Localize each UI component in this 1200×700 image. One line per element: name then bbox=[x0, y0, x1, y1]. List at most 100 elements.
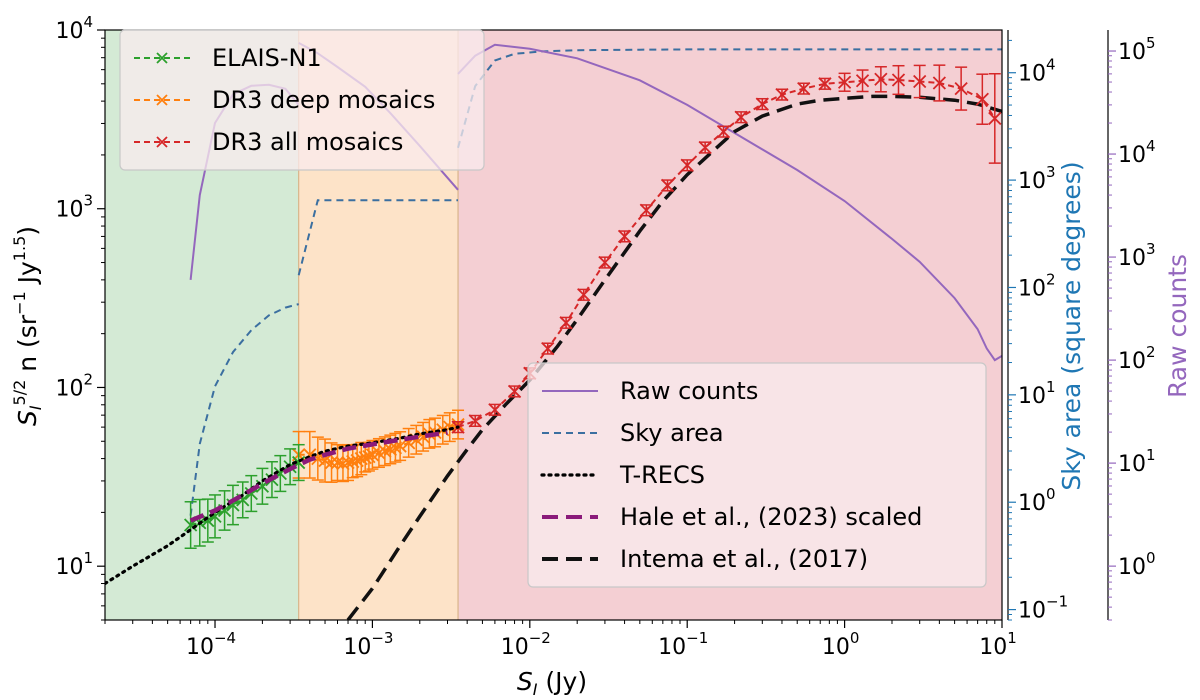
dr3-all-mosaics-point bbox=[716, 124, 731, 139]
y-axis-label: SI5/2 n (sr−1 Jy1.5) bbox=[10, 226, 45, 426]
dr3-deep-mosaics-point bbox=[330, 455, 345, 470]
legend-label: T-RECS bbox=[619, 461, 705, 489]
legend-label: DR3 deep mosaics bbox=[212, 86, 435, 114]
legend-entry-dr3-all-mosaics: DR3 all mosaics bbox=[134, 128, 403, 156]
series-dr3-all-mosaics bbox=[451, 64, 1002, 434]
dr3-all-mosaics-point bbox=[660, 178, 675, 193]
dr3-all-mosaics-point bbox=[639, 203, 653, 217]
y1-tick-label: 102 bbox=[55, 370, 93, 401]
y-axis-raw-counts: 100 101 102 103 104 105 bbox=[1107, 30, 1156, 621]
dr3-all-mosaics-point bbox=[617, 229, 632, 244]
y3-axis-label: Raw counts bbox=[1163, 254, 1192, 398]
legend-entry-intema-et-al-2017: Intema et al., (2017) bbox=[542, 545, 868, 573]
series-elais-n1 bbox=[183, 443, 306, 549]
x-axis-label: SI (Jy) bbox=[517, 667, 587, 699]
dr3-deep-mosaics-point bbox=[388, 441, 403, 455]
dr3-all-mosaics-point bbox=[577, 288, 591, 302]
y1-tick-label: 101 bbox=[55, 549, 93, 580]
sky-area-segment bbox=[457, 48, 1002, 149]
legend-label: DR3 all mosaics bbox=[212, 128, 403, 156]
legend-label: Hale et al., (2023) scaled bbox=[620, 503, 922, 531]
y3-tick-label: 102 bbox=[1118, 343, 1156, 374]
x-tick-label: 10−2 bbox=[501, 629, 551, 660]
legend-entry-sky-area: Sky area bbox=[542, 419, 724, 447]
y2-tick-label: 102 bbox=[1018, 270, 1056, 301]
dr3-deep-mosaics-point bbox=[354, 451, 368, 466]
series-dr3-deep-mosaics bbox=[292, 409, 465, 483]
dr3-deep-mosaics-point bbox=[358, 450, 372, 465]
x-tick-label: 10−1 bbox=[658, 629, 708, 660]
legend-label: Intema et al., (2017) bbox=[620, 545, 868, 573]
dr3-all-mosaics-point bbox=[797, 81, 811, 96]
x-tick-label: 100 bbox=[822, 629, 860, 660]
dr3-deep-mosaics-point bbox=[346, 454, 360, 469]
dr3-all-mosaics-point bbox=[988, 111, 1002, 126]
y3-tick-label: 104 bbox=[1118, 137, 1156, 168]
x-tick-label: 10−3 bbox=[343, 629, 393, 660]
dr3-all-mosaics-point bbox=[913, 74, 927, 89]
y-axis-left: 101 102 103 104 bbox=[55, 13, 105, 621]
dr3-all-mosaics-point bbox=[954, 81, 968, 96]
dr3-all-mosaics-point bbox=[932, 76, 947, 90]
dr3-all-mosaics-point bbox=[855, 74, 870, 88]
dr3-deep-mosaics-point bbox=[324, 455, 339, 470]
legend-label: ELAIS-N1 bbox=[212, 44, 322, 72]
x-tick-label: 101 bbox=[979, 629, 1017, 660]
dr3-all-mosaics-point bbox=[507, 384, 522, 399]
legend-entry-elais-n1: ELAIS-N1 bbox=[134, 44, 322, 72]
x-tick-label: 10−4 bbox=[186, 629, 236, 660]
hale-et-al-2023-scaled-line bbox=[189, 430, 448, 523]
legend-left: ELAIS-N1 DR3 deep mosaics DR3 all mosaics bbox=[119, 29, 485, 171]
series-intema-et-al-2017 bbox=[346, 94, 1002, 620]
dr3-all-mosaics-point bbox=[818, 77, 832, 91]
dr3-deep-mosaics-point bbox=[350, 453, 364, 468]
y2-axis-label: Sky area (square degrees) bbox=[1057, 161, 1086, 490]
dr3-all-mosaics-point bbox=[541, 341, 555, 356]
dr3-deep-mosaics-point bbox=[362, 450, 376, 464]
legend-marker bbox=[156, 136, 168, 148]
series-sky-area bbox=[189, 48, 1002, 516]
legend-label: Raw counts bbox=[620, 377, 758, 405]
dr3-all-mosaics-point bbox=[698, 140, 712, 155]
legend-right: Raw counts Sky area T-RECS Hale et al., (20… bbox=[527, 362, 987, 588]
legend-entry-dr3-deep-mosaics: DR3 deep mosaics bbox=[134, 86, 435, 114]
legend-marker bbox=[156, 94, 168, 106]
dr3-all-mosaics-point bbox=[874, 72, 888, 86]
sky-area-segment bbox=[297, 199, 458, 276]
y3-tick-label: 103 bbox=[1118, 240, 1156, 271]
y2-tick-label: 100 bbox=[1018, 485, 1056, 516]
legend-marker bbox=[156, 52, 168, 64]
y-axis-sky-area: 10−1 100 101 102 103 104 bbox=[1007, 30, 1068, 624]
y3-tick-label: 100 bbox=[1118, 549, 1156, 580]
dr3-all-mosaics-point bbox=[837, 75, 852, 89]
legend-entry-raw-counts: Raw counts bbox=[542, 377, 758, 405]
y3-tick-label: 105 bbox=[1118, 34, 1156, 65]
y1-tick-label: 103 bbox=[55, 192, 93, 223]
dr3-all-mosaics-point bbox=[891, 73, 906, 87]
y3-tick-label: 101 bbox=[1118, 446, 1156, 477]
y2-tick-label: 103 bbox=[1018, 163, 1056, 194]
legend-right-box bbox=[527, 362, 987, 588]
dr3-all-mosaics-point bbox=[755, 97, 769, 111]
dr3-all-mosaics-point bbox=[775, 87, 789, 102]
dr3-all-mosaics-point bbox=[734, 110, 748, 124]
y1-tick-label: 104 bbox=[55, 13, 93, 44]
series-hale-et-al-2023-scaled bbox=[189, 430, 448, 523]
legend-left-box bbox=[119, 29, 485, 171]
dr3-all-mosaics-point bbox=[559, 316, 573, 330]
raw-counts-segment bbox=[457, 43, 1002, 362]
legend-entry-t-recs: T-RECS bbox=[540, 461, 705, 489]
legend-entry-hale-et-al-2023-scaled: Hale et al., (2023) scaled bbox=[542, 503, 922, 531]
x-axis: 10−4 10−3 10−2 10−1 100 101 bbox=[104, 620, 1017, 660]
dr3-all-mosaics-point bbox=[975, 92, 989, 106]
plot-frame bbox=[104, 29, 1003, 621]
legend-label: Sky area bbox=[620, 419, 724, 447]
intema-et-al-2017-line bbox=[346, 94, 1002, 620]
dr3-all-mosaics-point bbox=[598, 255, 612, 270]
y2-tick-label: 104 bbox=[1018, 56, 1056, 87]
y2-tick-label: 101 bbox=[1018, 378, 1056, 409]
dr3-all-mosaics-point bbox=[468, 414, 482, 428]
dr3-all-mosaics-point bbox=[488, 403, 502, 417]
y2-tick-label: 10−1 bbox=[1018, 593, 1068, 624]
